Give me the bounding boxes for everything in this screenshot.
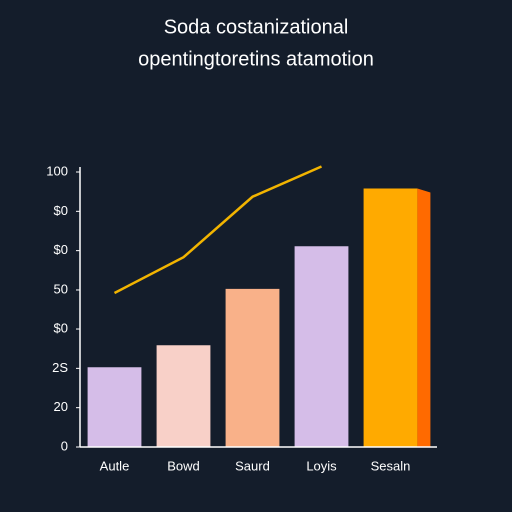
y-tick-label: 2S — [52, 360, 68, 375]
bar — [87, 367, 142, 447]
y-tick-label: 20 — [54, 399, 68, 414]
x-tick-label: Bowd — [167, 458, 200, 473]
x-tick-label: Loyis — [306, 458, 337, 473]
bar-side — [417, 188, 431, 447]
bar — [363, 188, 418, 447]
chart-title: Soda costanizational — [164, 16, 349, 38]
y-tick-label: $0 — [54, 242, 68, 257]
bar — [225, 288, 280, 447]
x-tick-label: Autle — [100, 458, 130, 473]
chart-subtitle: opentingtoretins atamotion — [138, 48, 374, 70]
y-tick-label: $0 — [54, 320, 68, 335]
y-tick-label: 0 — [61, 438, 68, 453]
x-tick-label: Sesaln — [371, 458, 411, 473]
bar — [156, 345, 211, 447]
y-tick-label: 100 — [46, 163, 68, 178]
y-tick-label: $0 — [54, 203, 68, 218]
bar — [294, 246, 349, 447]
y-tick-label: 50 — [54, 281, 68, 296]
x-tick-label: Saurd — [235, 458, 270, 473]
line — [113, 165, 323, 295]
